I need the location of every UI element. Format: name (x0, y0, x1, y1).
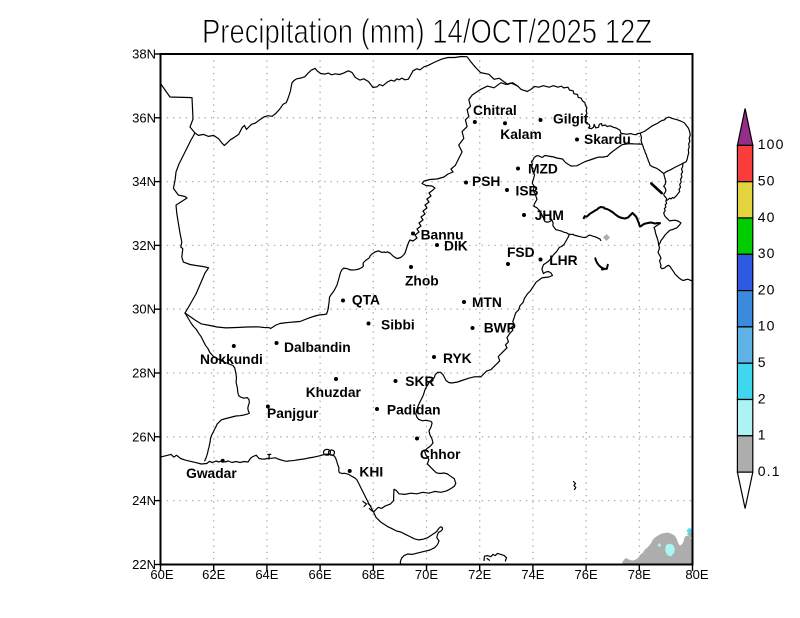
svg-text:26N: 26N (132, 429, 156, 444)
svg-text:100: 100 (758, 136, 785, 152)
svg-text:24N: 24N (132, 493, 156, 508)
svg-text:Zhob: Zhob (405, 274, 439, 289)
svg-text:0.1: 0.1 (758, 463, 781, 479)
svg-text:Gilgit: Gilgit (553, 112, 589, 127)
svg-text:74E: 74E (521, 567, 544, 582)
svg-text:10: 10 (758, 318, 776, 334)
svg-text:Panjgur: Panjgur (267, 406, 319, 421)
svg-text:JHM: JHM (535, 208, 564, 223)
svg-text:34N: 34N (132, 174, 156, 189)
svg-text:FSD: FSD (507, 245, 535, 260)
svg-text:78E: 78E (628, 567, 651, 582)
svg-text:RYK: RYK (443, 351, 472, 366)
svg-text:SKR: SKR (405, 374, 434, 389)
svg-text:Precipitation (mm) 14/OCT/20: Precipitation (mm) 14/OCT/2025 12Z (202, 13, 652, 51)
svg-text:Gwadar: Gwadar (186, 466, 237, 481)
svg-text:Kalam: Kalam (500, 127, 541, 142)
svg-text:Padidan: Padidan (387, 402, 441, 417)
svg-text:20: 20 (758, 281, 776, 297)
svg-text:Dalbandin: Dalbandin (284, 340, 351, 355)
svg-text:32N: 32N (132, 238, 156, 253)
svg-text:72E: 72E (468, 567, 491, 582)
svg-text:Skardu: Skardu (584, 132, 631, 147)
svg-text:QTA: QTA (352, 293, 380, 308)
svg-text:40: 40 (758, 209, 776, 225)
svg-text:Sibbi: Sibbi (381, 318, 415, 333)
svg-text:2: 2 (758, 390, 767, 406)
svg-text:Nokkundi: Nokkundi (200, 352, 263, 367)
svg-text:LHR: LHR (549, 253, 577, 268)
svg-text:ISB: ISB (516, 183, 539, 198)
svg-text:28N: 28N (132, 366, 156, 381)
svg-text:38N: 38N (132, 47, 156, 62)
svg-text:22N: 22N (132, 557, 156, 572)
svg-text:MZD: MZD (528, 162, 558, 177)
svg-text:KHI: KHI (359, 464, 383, 479)
svg-text:80E: 80E (685, 567, 708, 582)
svg-text:68E: 68E (362, 567, 385, 582)
svg-text:30: 30 (758, 245, 776, 261)
svg-text:62E: 62E (202, 567, 225, 582)
svg-text:76E: 76E (575, 567, 598, 582)
svg-text:5: 5 (758, 354, 767, 370)
svg-text:BWP: BWP (484, 321, 516, 336)
svg-text:Chhor: Chhor (420, 447, 461, 462)
svg-text:50: 50 (758, 173, 776, 189)
svg-text:1: 1 (758, 427, 767, 443)
svg-text:Chitral: Chitral (473, 103, 517, 118)
svg-text:70E: 70E (415, 567, 438, 582)
svg-text:Khuzdar: Khuzdar (306, 385, 362, 400)
svg-text:MTN: MTN (472, 295, 502, 310)
svg-text:Bannu: Bannu (421, 227, 464, 242)
svg-text:PSH: PSH (472, 174, 500, 189)
svg-text:36N: 36N (132, 110, 156, 125)
svg-text:DIK: DIK (444, 238, 468, 253)
svg-text:30N: 30N (132, 302, 156, 317)
svg-text:60E: 60E (150, 567, 173, 582)
svg-text:64E: 64E (255, 567, 278, 582)
svg-text:66E: 66E (309, 567, 332, 582)
